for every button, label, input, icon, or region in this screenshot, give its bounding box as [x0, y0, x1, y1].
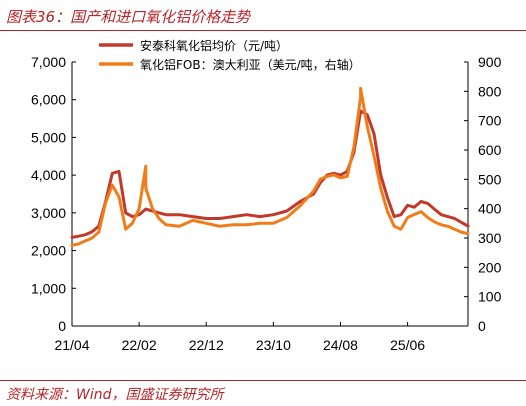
y-left-tick-label: 1,000: [31, 280, 66, 296]
top-rule: [0, 30, 526, 31]
y-left-tick-label: 2,000: [31, 243, 66, 259]
x-tick-label: 24/08: [323, 337, 358, 353]
y-right-tick-label: 200: [478, 259, 502, 275]
source-note: 资料来源：Wind，国盛证券研究所: [6, 387, 224, 403]
y-left-tick-label: 4,000: [31, 167, 66, 183]
legend: 安泰科氧化铝均价（元/吨） 氧化铝FOB：澳大利亚（美元/吨，右轴）: [99, 38, 361, 72]
y-right-tick-label: 100: [478, 289, 502, 305]
y-left-tick-label: 7,000: [31, 54, 66, 70]
x-tick-label: 22/02: [122, 337, 157, 353]
figure-title: 图表36：国产和进口氧化铝价格走势: [6, 8, 251, 26]
axes: 0 1,000 2,000 3,000 4,000 5,000 6,000 7,000 0 100…: [31, 54, 502, 353]
y-right-tick-label: 400: [478, 201, 502, 217]
x-tick-label: 23/10: [256, 337, 291, 353]
bottom-rule: [0, 380, 526, 381]
x-tick-label: 25/06: [390, 337, 425, 353]
chart: 0 1,000 2,000 3,000 4,000 5,000 6,000 7,000 0 100…: [31, 38, 502, 353]
series-layer: [70, 86, 470, 247]
series-line-2: [70, 86, 470, 247]
legend-label-1: 安泰科氧化铝均价（元/吨）: [140, 38, 288, 53]
y-right-tick-label: 500: [478, 171, 502, 187]
x-tick-label: 21/04: [54, 337, 89, 353]
legend-label-2: 氧化铝FOB：澳大利亚（美元/吨，右轴）: [140, 57, 361, 72]
y-left-tick-label: 6,000: [31, 92, 66, 108]
y-left-tick-label: 0: [58, 318, 66, 334]
y-right-tick-label: 900: [478, 54, 502, 70]
y-left-tick-label: 5,000: [31, 129, 66, 145]
y-right-tick-label: 0: [478, 318, 486, 334]
y-right-tick-label: 700: [478, 113, 502, 129]
x-tick-label: 22/12: [189, 337, 224, 353]
y-right-tick-label: 800: [478, 83, 502, 99]
y-right-tick-label: 300: [478, 230, 502, 246]
y-right-tick-label: 600: [478, 142, 502, 158]
series-line-1: [70, 109, 470, 239]
y-left-tick-label: 3,000: [31, 205, 66, 221]
